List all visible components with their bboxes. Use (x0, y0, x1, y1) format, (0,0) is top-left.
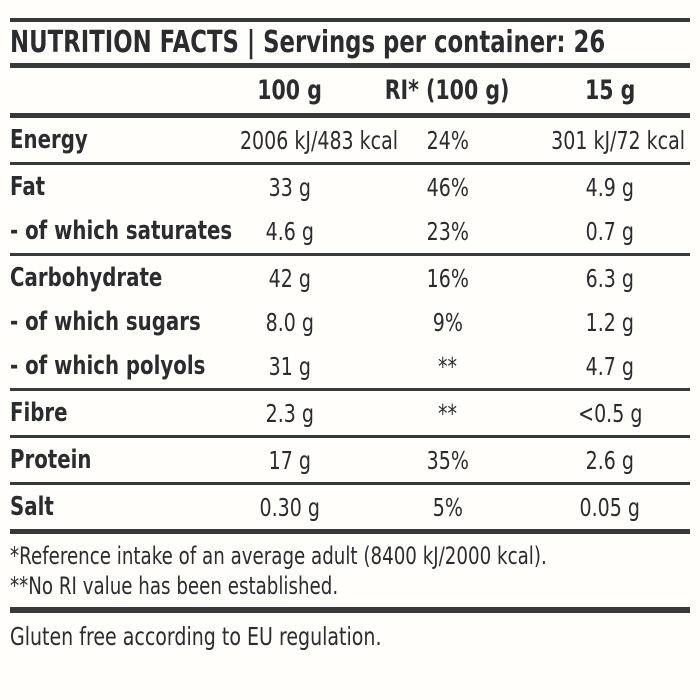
value-per-15g: 0.05 g (579, 492, 641, 522)
value-per-100g: 4.6 g (265, 216, 315, 246)
nutrient-label: Protein (10, 445, 92, 475)
table-row: - of which saturates 4.6 g 23% 0.7 g (10, 209, 690, 256)
table-row: Energy 2006 kJ/483 kcal 24% 301 kJ/72 kc… (10, 118, 690, 165)
table-row: - of which polyols 31 g ** 4.7 g (10, 344, 690, 391)
footnotes-bottom-rule (10, 607, 690, 613)
value-per-100g: 8.0 g (265, 307, 315, 337)
value-per-15g: 2.6 g (585, 445, 635, 475)
title-bottom-rule (10, 63, 690, 68)
nutrient-label: - of which polyols (10, 351, 206, 381)
table-rows: Energy 2006 kJ/483 kcal 24% 301 kJ/72 kc… (10, 118, 690, 534)
column-header-15g: 15 g (584, 75, 636, 106)
value-ri-percent: 46% (426, 172, 469, 202)
value-per-15g: <0.5 g (577, 398, 643, 428)
label-title: NUTRITION FACTS | Servings per container… (10, 25, 606, 60)
nutrient-label: - of which sugars (10, 307, 201, 337)
value-per-100g: 2006 kJ/483 kcal (239, 125, 399, 155)
table-row: Protein 17 g 35% 2.6 g (10, 438, 690, 485)
table-row: Fibre 2.3 g ** <0.5 g (10, 391, 690, 438)
value-per-15g: 0.7 g (585, 216, 635, 246)
label-title-row: NUTRITION FACTS | Servings per container… (10, 22, 690, 63)
column-header-ri: RI* (100 g) (385, 75, 510, 106)
table-row: Salt 0.30 g 5% 0.05 g (10, 485, 690, 534)
value-per-15g: 6.3 g (585, 263, 635, 293)
value-per-100g: 17 g (268, 445, 312, 475)
value-ri-percent: 5% (432, 492, 463, 522)
header-bottom-rule (10, 113, 690, 118)
value-per-100g: 0.30 g (259, 492, 321, 522)
nutrient-label: Salt (10, 492, 54, 522)
value-ri-percent: 16% (426, 263, 469, 293)
nutrient-label: Energy (10, 125, 88, 155)
value-per-15g: 1.2 g (585, 307, 635, 337)
top-rule (10, 18, 690, 22)
footnote-reference-intake: *Reference intake of an average adult (8… (10, 542, 547, 570)
value-ri-percent: 9% (432, 307, 463, 337)
gluten-free-note: Gluten free according to EU regulation. (10, 622, 382, 651)
value-ri-percent: 23% (426, 216, 469, 246)
nutrient-label: Fat (10, 172, 46, 202)
footnote-no-ri: **No RI value has been established. (10, 572, 339, 600)
nutrition-facts-label: NUTRITION FACTS | Servings per container… (10, 18, 690, 651)
footnotes: *Reference intake of an average adult (8… (10, 534, 690, 607)
value-per-100g: 42 g (268, 263, 312, 293)
nutrient-label: Carbohydrate (10, 263, 163, 293)
column-header-100g: 100 g (257, 75, 323, 106)
value-per-100g: 33 g (268, 172, 312, 202)
value-per-15g: 4.7 g (585, 351, 635, 381)
value-ri-percent: 35% (426, 445, 469, 475)
nutrient-label: - of which saturates (10, 216, 233, 246)
value-ri-percent: 24% (426, 125, 469, 155)
value-ri-percent: ** (438, 351, 457, 381)
value-per-15g: 301 kJ/72 kcal (551, 125, 686, 155)
column-header-row: 100 g RI* (100 g) 15 g (10, 68, 690, 113)
nutrient-label: Fibre (10, 398, 68, 428)
table-row: - of which sugars 8.0 g 9% 1.2 g (10, 300, 690, 344)
value-per-100g: 31 g (268, 351, 312, 381)
value-per-15g: 4.9 g (585, 172, 635, 202)
value-per-100g: 2.3 g (265, 398, 315, 428)
value-ri-percent: ** (438, 398, 457, 428)
table-row: Fat 33 g 46% 4.9 g (10, 165, 690, 209)
table-row: Carbohydrate 42 g 16% 6.3 g (10, 256, 690, 300)
